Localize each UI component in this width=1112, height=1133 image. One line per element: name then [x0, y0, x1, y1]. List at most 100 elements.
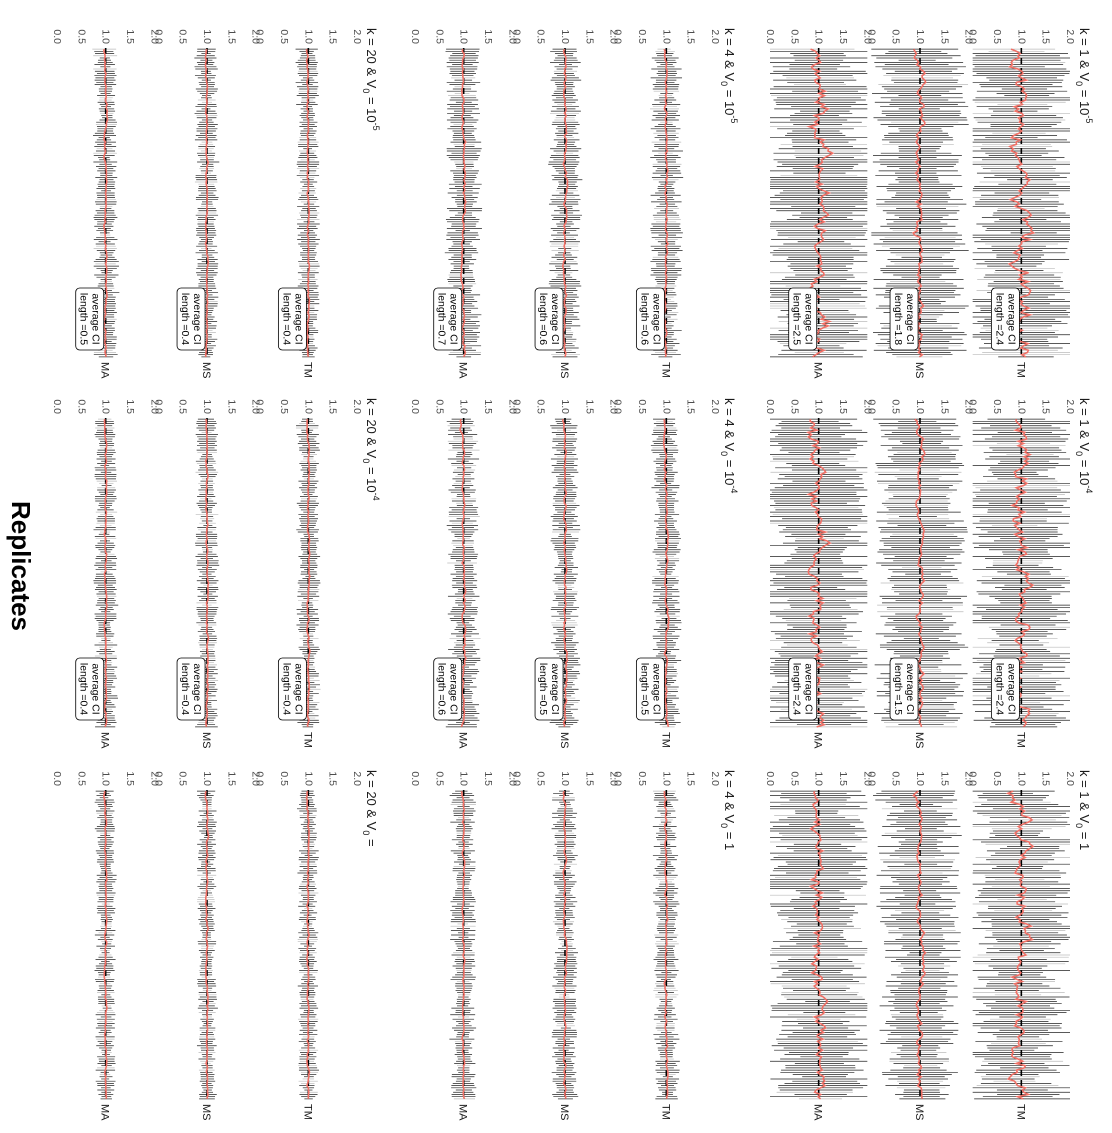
facet-label-sub: 0 — [361, 830, 371, 835]
ci-annotation-box — [889, 287, 919, 351]
y-tick-label: 1.0 — [458, 771, 470, 786]
y-tick-label: 1.0 — [914, 771, 926, 786]
facet-label-exp: -4 — [729, 485, 739, 493]
y-tick-label: 0.0 — [409, 399, 421, 414]
y-tick-label: 1.5 — [938, 771, 950, 786]
y-tick-label: 0.0 — [510, 399, 522, 414]
ci-annotation-title: average CI — [904, 293, 916, 344]
y-tick-label: 2.0 — [148, 29, 160, 44]
y-tick-label: 0.5 — [788, 399, 800, 414]
estimate-line — [102, 791, 108, 1099]
facet-label-eq: = 10 — [364, 463, 379, 492]
ci-annotation-length: length =0.6 — [537, 293, 549, 345]
ci-annotation-length: length =0.5 — [78, 293, 90, 345]
method-label: TM — [1014, 732, 1026, 748]
ci-annotation-length: length =2.4 — [993, 663, 1005, 715]
y-tick-label: 0.0 — [764, 771, 776, 786]
y-tick-label: 2.0 — [148, 771, 160, 786]
y-tick-label: 0.0 — [51, 399, 63, 414]
y-tick-label: 0.5 — [278, 29, 290, 44]
estimate-line — [912, 790, 927, 1100]
y-tick-label: 0.0 — [764, 399, 776, 414]
y-tick-label: 1.5 — [837, 399, 849, 414]
estimate-line — [103, 419, 108, 728]
y-tick-label: 0.5 — [788, 29, 800, 44]
y-tick-label: 1.0 — [1015, 771, 1027, 786]
ci-annotation-title: average CI — [292, 663, 304, 714]
facet-20-2: k = 20 & V0 = 2.0 1.5 1.0 0.5 0.0 TM 2.0 1.5 1.0… — [51, 770, 379, 1121]
y-tick-label: 1.5 — [482, 399, 494, 414]
facet-label-main: k = 1 & V — [1077, 28, 1092, 81]
y-tick-label: 1.5 — [482, 771, 494, 786]
y-tick-label: 1.0 — [914, 29, 926, 44]
method-label: MA — [812, 732, 824, 749]
y-tick-label: 2.0 — [351, 399, 363, 414]
ci-annotation-title: average CI — [191, 293, 203, 344]
y-tick-label: 1.5 — [938, 29, 950, 44]
y-tick-label: 1.0 — [302, 399, 314, 414]
ci-annotation-box — [534, 657, 564, 721]
ci-annotation-box — [889, 657, 919, 721]
facet-label-exp: -5 — [1084, 115, 1094, 123]
ci-annotation-length: length =2.4 — [791, 663, 803, 715]
facet-label-main: k = 20 & V — [364, 398, 379, 459]
ci-annotation-length: length =0.6 — [638, 293, 650, 345]
y-tick-label: 1.0 — [660, 771, 672, 786]
y-tick-label: 1.0 — [100, 399, 112, 414]
method-label: MS — [200, 1104, 212, 1121]
y-tick-label: 0.0 — [409, 771, 421, 786]
y-tick-label: 0.0 — [409, 29, 421, 44]
y-tick-label: 2.0 — [506, 771, 518, 786]
method-label: MA — [457, 1104, 469, 1121]
estimate-line — [460, 48, 467, 358]
ci-annotation-box — [788, 287, 818, 351]
method-label: MS — [200, 732, 212, 749]
facet-label-sub: 0 — [719, 451, 729, 456]
y-tick-label: 1.0 — [302, 29, 314, 44]
y-tick-label: 0.5 — [433, 771, 445, 786]
ci-annotation-length: length =0.4 — [280, 663, 292, 715]
facet-label-main: k = 4 & V — [722, 28, 737, 81]
y-tick-label: 1.5 — [327, 771, 339, 786]
facet-label: k = 4 & V0 = 10-5 — [719, 28, 739, 123]
y-tick-label: 0.5 — [991, 771, 1003, 786]
y-tick-label: 0.5 — [636, 29, 648, 44]
y-tick-label: 1.5 — [1040, 771, 1052, 786]
estimate-line — [102, 48, 109, 357]
method-label: MS — [913, 732, 925, 749]
y-tick-label: 0.5 — [278, 399, 290, 414]
ci-annotation-box — [635, 657, 665, 721]
ci-annotation-length: length =0.4 — [179, 293, 191, 345]
panels-root: k = 1 & V0 = 10-52.01.51.00.50.0TMaverag… — [51, 28, 1094, 1121]
facet-label-exp: -4 — [1084, 485, 1094, 493]
facet-label: k = 20 & V0 = — [361, 770, 379, 847]
y-tick-label: 0.0 — [764, 29, 776, 44]
y-tick-label: 1.5 — [837, 29, 849, 44]
y-tick-label: 0.5 — [278, 771, 290, 786]
facet-label-sub: 0 — [719, 81, 729, 86]
facet-4-0: k = 4 & V0 = 10-52.01.51.00.50.0TMaverag… — [409, 28, 739, 379]
y-tick-label: 2.0 — [250, 399, 262, 414]
ci-annotation-title: average CI — [803, 663, 815, 714]
facet-label-sub: 0 — [1074, 81, 1084, 86]
facet-20-1: k = 20 & V0 = 10-42.01.51.00.50.0TMavera… — [51, 398, 381, 749]
facet-label: k = 1 & V0 = 1 — [1074, 770, 1092, 850]
y-tick-label: 1.0 — [458, 29, 470, 44]
ci-annotation-length: length =2.4 — [993, 293, 1005, 345]
y-tick-label: 1.0 — [660, 29, 672, 44]
facet-label: k = 1 & V0 = 10-5 — [1074, 28, 1094, 123]
y-tick-label: 0.5 — [177, 399, 189, 414]
facet-1-2: k = 1 & V0 = 12.01.51.00.50.0TM2.01.51.0… — [764, 770, 1092, 1121]
y-tick-label: 1.5 — [583, 399, 595, 414]
